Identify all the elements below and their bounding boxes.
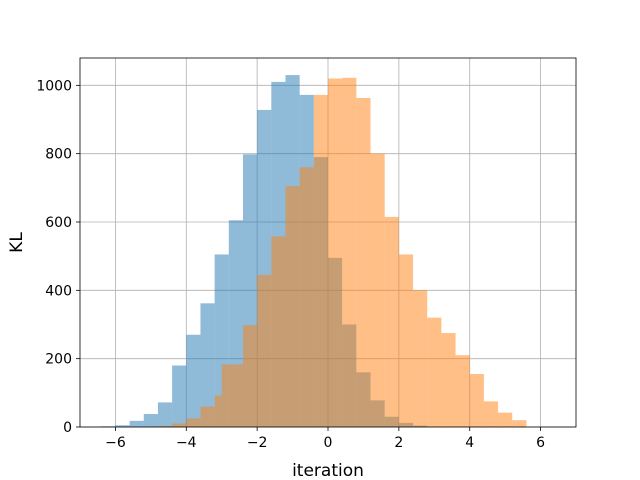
histogram-bar: [242, 325, 258, 427]
histogram-bar: [157, 402, 173, 427]
histogram-bar: [200, 406, 215, 427]
histogram-bar: [328, 78, 343, 427]
y-tick-label: 200: [45, 352, 72, 368]
histogram-bar: [384, 216, 399, 427]
histogram-bar: [129, 420, 144, 427]
y-tick-label: 600: [45, 215, 72, 231]
histogram-bar: [469, 374, 484, 427]
x-tick-label: 2: [394, 435, 403, 451]
histogram-bar: [285, 186, 300, 427]
histogram-bar: [512, 420, 527, 427]
y-tick-label: 800: [45, 147, 72, 163]
histogram-bar: [157, 425, 173, 427]
histogram-bar: [427, 317, 442, 427]
histogram-bar: [370, 153, 385, 427]
histogram-bar: [271, 236, 286, 427]
x-axis-label: iteration: [292, 461, 364, 480]
histogram-bar: [441, 333, 456, 427]
x-tick-label: −4: [176, 435, 197, 451]
histogram-bar: [200, 303, 215, 427]
y-axis-label: KL: [7, 232, 27, 253]
histogram-bar: [455, 355, 470, 427]
histogram-bar: [172, 365, 187, 427]
x-tick-label: 6: [536, 435, 545, 451]
histogram-bar: [342, 77, 357, 428]
histogram-bar: [257, 274, 272, 427]
histogram-bar: [115, 425, 130, 427]
histogram-bar: [143, 414, 158, 427]
histogram-bar: [356, 97, 371, 427]
series-1-bars: [157, 77, 527, 428]
x-tick-label: 4: [465, 435, 474, 451]
x-tick-label: 0: [324, 435, 333, 451]
histogram-bars: [101, 75, 527, 428]
x-tick-label: −2: [247, 435, 268, 451]
y-tick-label: 400: [45, 283, 72, 299]
histogram-bar: [186, 418, 201, 427]
histogram-bar: [498, 412, 513, 427]
histogram-bar: [398, 254, 414, 427]
histogram-bar: [186, 334, 201, 427]
y-tick-label: 0: [63, 420, 72, 436]
histogram-bar: [299, 167, 314, 428]
histogram-bar: [221, 364, 243, 427]
histogram-bar: [172, 423, 187, 427]
histogram-bar: [483, 401, 499, 427]
histogram-bar: [313, 94, 328, 428]
x-axis-ticks: −6 −4 −2 0 2 4 6: [105, 427, 545, 451]
histogram-bar: [214, 395, 222, 427]
x-tick-label: −6: [105, 435, 126, 451]
histogram-bar: [413, 290, 428, 427]
y-axis-ticks: 0 200 400 600 800 1000: [36, 78, 80, 436]
y-tick-label: 1000: [36, 78, 72, 94]
